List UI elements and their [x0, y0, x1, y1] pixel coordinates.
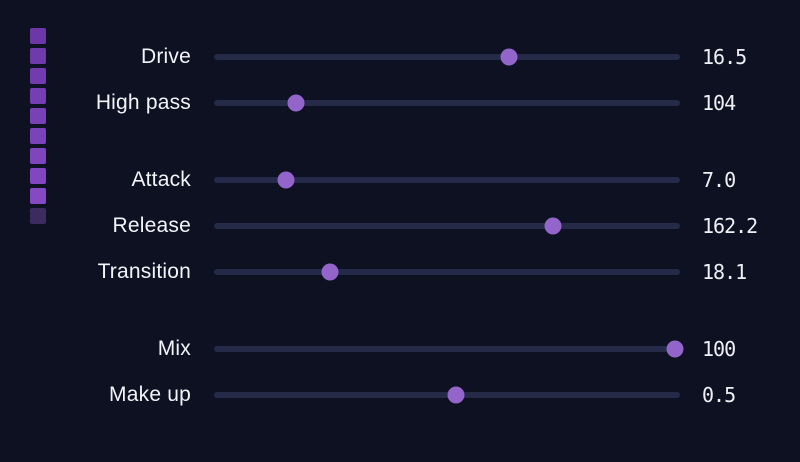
- release-slider-thumb[interactable]: [544, 217, 562, 235]
- mix-slider-label: Mix: [157, 337, 191, 360]
- meter-segment-8: [30, 168, 46, 184]
- mix-slider-thumb[interactable]: [666, 340, 684, 358]
- high-pass-slider-thumb[interactable]: [287, 94, 305, 112]
- attack-slider-thumb[interactable]: [277, 171, 295, 189]
- release-slider-label: Release: [112, 214, 191, 237]
- high-pass-slider-value: 104: [702, 91, 736, 115]
- transition-slider-row: Transition 18.1: [0, 249, 800, 295]
- mix-slider-track[interactable]: [214, 340, 684, 358]
- make-up-slider-label: Make up: [109, 383, 191, 406]
- meter-segment-6: [30, 128, 46, 144]
- slider-rows: Drive 16.5 High pass 104 Attack 7.0 Rele…: [0, 34, 800, 418]
- drive-slider-track[interactable]: [214, 48, 680, 66]
- drive-slider-thumb[interactable]: [500, 48, 518, 66]
- meter-segment-3: [30, 68, 46, 84]
- release-slider-value: 162.2: [702, 214, 758, 238]
- mix-slider-value: 100: [702, 337, 736, 361]
- transition-slider-track[interactable]: [214, 263, 680, 281]
- make-up-slider-value: 0.5: [702, 383, 736, 407]
- drive-slider-label: Drive: [140, 45, 191, 68]
- meter-segment-5: [30, 108, 46, 124]
- high-pass-slider-row: High pass 104: [0, 80, 800, 126]
- transition-slider-value: 18.1: [702, 260, 747, 284]
- mix-slider-row: Mix 100: [0, 326, 800, 372]
- make-up-slider-track[interactable]: [214, 386, 680, 404]
- level-meter: [30, 28, 46, 224]
- meter-segment-1: [30, 28, 46, 44]
- drive-slider-row: Drive 16.5: [0, 34, 800, 80]
- meter-segment-7: [30, 148, 46, 164]
- make-up-slider-thumb[interactable]: [447, 386, 465, 404]
- meter-segment-9: [30, 188, 46, 204]
- attack-slider-value: 7.0: [702, 168, 736, 192]
- meter-segment-2: [30, 48, 46, 64]
- transition-slider-label: Transition: [97, 260, 191, 283]
- high-pass-slider-label: High pass: [95, 91, 191, 114]
- meter-segment-10: [30, 208, 46, 224]
- meter-segment-4: [30, 88, 46, 104]
- attack-slider-track[interactable]: [214, 171, 680, 189]
- high-pass-slider-track[interactable]: [214, 94, 680, 112]
- release-slider-row: Release 162.2: [0, 203, 800, 249]
- make-up-slider-row: Make up 0.5: [0, 372, 800, 418]
- release-slider-track[interactable]: [214, 217, 680, 235]
- attack-slider-label: Attack: [131, 168, 191, 191]
- transition-slider-thumb[interactable]: [321, 263, 339, 281]
- attack-slider-row: Attack 7.0: [0, 157, 800, 203]
- drive-slider-value: 16.5: [702, 45, 747, 69]
